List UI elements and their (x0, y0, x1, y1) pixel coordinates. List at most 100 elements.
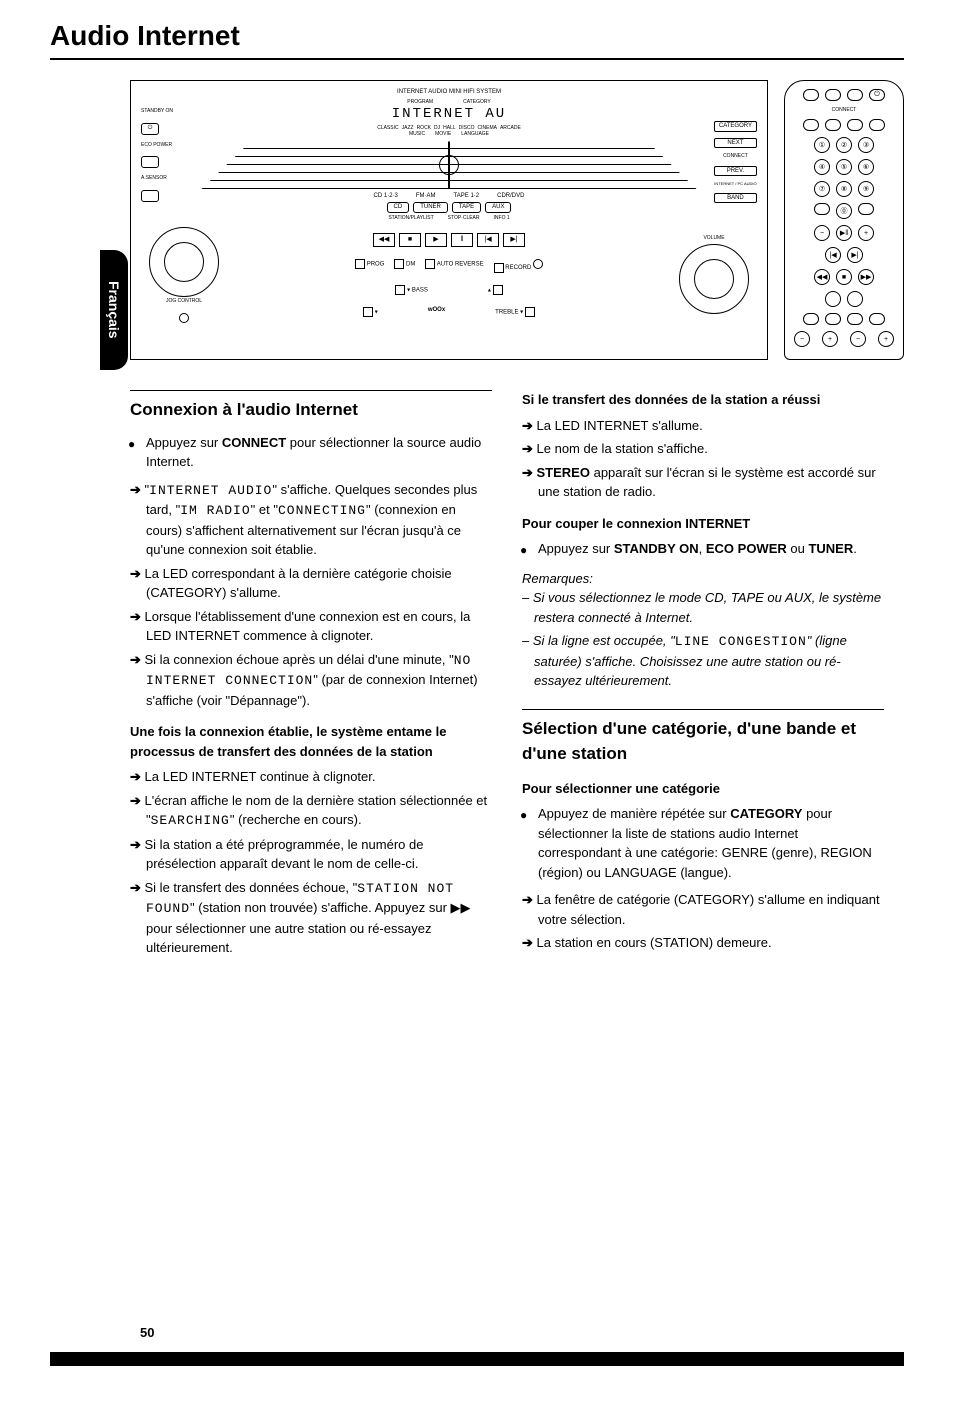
result-stereo: STEREO apparaît sur l'écran si le systèm… (522, 463, 884, 502)
remote-power: ⏻ (869, 89, 885, 101)
pause-button: ‖ (451, 233, 473, 247)
remote-band-plus: + (822, 331, 838, 347)
remote-prog (847, 313, 863, 325)
play-button: ▶ (425, 233, 447, 247)
remote-info (825, 313, 841, 325)
remote-2: ② (836, 137, 852, 153)
step-category: Appuyez de manière répétée sur CATEGORY … (522, 804, 884, 882)
remote-ff: ▶▶ (858, 269, 874, 285)
dm-label: DM (406, 262, 415, 268)
result-no-connection: Si la connexion échoue après un délai d'… (130, 650, 492, 711)
power-button: ⏻ (141, 123, 159, 135)
remote-cd (803, 119, 819, 131)
prev-button: PREV. (714, 166, 757, 177)
next-track-button: ▶| (503, 233, 525, 247)
remarks-title: Remarques: (522, 569, 884, 589)
mode-arcade: ARCADE (500, 126, 521, 132)
subhead-select-category: Pour sélectionner une catégorie (522, 779, 884, 799)
result-not-found: Si le transfert des données échoue, "STA… (130, 878, 492, 958)
category-button: CATEGORY (714, 121, 757, 132)
bottom-bar (50, 1352, 904, 1366)
remote-connect (803, 89, 819, 101)
mid-language: LANGUAGE (461, 132, 489, 138)
treble-label: TREBLE (495, 309, 518, 315)
remote-control: ⏻ CONNECT ① ② ③ ④ ⑤ ⑥ ⑦ ⑧ ⑨ ⓪ (784, 80, 904, 360)
body-columns: Connexion à l'audio Internet Appuyez sur… (50, 390, 904, 962)
result-led-category: La LED correspondant à la dernière catég… (130, 564, 492, 603)
left-column: Connexion à l'audio Internet Appuyez sur… (130, 390, 492, 962)
remote-stop: ■ (836, 269, 852, 285)
record-label: RECORD (505, 265, 531, 271)
result-led-internet: Lorsque l'établissement d'une connexion … (130, 607, 492, 646)
sensor-button (141, 190, 159, 202)
station-playlist-label: STATION/PLAYLIST (388, 216, 433, 222)
volume-knob (679, 244, 749, 314)
remote-4: ④ (814, 159, 830, 175)
right-column: Si le transfert des données de la statio… (522, 390, 884, 962)
result-station-name: Le nom de la station s'affiche. (522, 439, 884, 459)
section-selection: Sélection d'une catégorie, d'une bande e… (522, 709, 884, 767)
prev-track-button: |◀ (477, 233, 499, 247)
lcd-display: INTERNET AU (141, 107, 757, 122)
remote-cat (803, 313, 819, 325)
auto-rev-label: AUTO REVERSE (437, 262, 484, 268)
page-number: 50 (140, 1325, 154, 1340)
remote-5: ⑤ (836, 159, 852, 175)
remote-8: ⑧ (836, 181, 852, 197)
remote-0: ⓪ (836, 203, 852, 219)
remote-next: ▶| (847, 247, 863, 263)
remote-blank1 (825, 89, 841, 101)
subhead-transfer: Une fois la connexion établie, le systèm… (130, 722, 492, 761)
program-label: PROGRAM (407, 100, 433, 106)
step-connect: Appuyez sur CONNECT pour sélectionner la… (130, 433, 492, 472)
src-fmam: FM·AM (416, 193, 436, 200)
volume-label: VOLUME (703, 236, 724, 242)
remote-b2 (847, 291, 863, 307)
remote-9: ⑨ (858, 181, 874, 197)
internet-pc-label: INTERNET / PC AUDIO (714, 182, 757, 186)
remote-1: ① (814, 137, 830, 153)
remote-band-minus: − (794, 331, 810, 347)
remote-minus: − (814, 225, 830, 241)
src-cdrdvd: CDR/DVD (497, 193, 524, 200)
prog-label: PROG (367, 262, 385, 268)
sensor-label: A.SENSOR (141, 176, 173, 182)
result-searching: L'écran affiche le nom de la dernière st… (130, 791, 492, 831)
result-led-blink: La LED INTERNET continue à clignoter. (130, 767, 492, 787)
cd-button: CD (387, 202, 410, 213)
eco-power-label: ECO POWER (141, 143, 173, 149)
remark-2: Si la ligne est occupée, "LINE CONGESTIO… (522, 631, 884, 691)
headphone-jack (179, 313, 189, 323)
aux-button: AUX (485, 202, 511, 213)
rewind-button: ◀◀ (373, 233, 395, 247)
page-title: Audio Internet (50, 20, 904, 60)
eco-button (141, 156, 159, 168)
woox-label: wOOx (428, 307, 445, 317)
mode-classic: CLASSIC (377, 126, 398, 132)
remote-plus: + (858, 225, 874, 241)
info1-label: INFO 1 (494, 216, 510, 222)
remote-6: ⑥ (858, 159, 874, 175)
remote-7: ⑦ (814, 181, 830, 197)
stop-button: ■ (399, 233, 421, 247)
remote-playpause: ▶‖ (836, 225, 852, 241)
mid-music: MUSIC (409, 132, 425, 138)
result-led-on: La LED INTERNET s'allume. (522, 416, 884, 436)
tuner-button: TUNER (413, 202, 448, 213)
result-category-window: La fenêtre de catégorie (CATEGORY) s'all… (522, 890, 884, 929)
remote-3: ③ (858, 137, 874, 153)
bass-label: BASS (412, 287, 428, 293)
result-preset: Si la station a été préprogrammée, le nu… (130, 835, 492, 874)
remote-b1 (825, 291, 841, 307)
jog-knob (149, 227, 219, 297)
result-station-remains: La station en cours (STATION) demeure. (522, 933, 884, 953)
standby-label: STANDBY ON (141, 109, 173, 115)
stop-clear-label: STOP·CLEAR (448, 216, 480, 222)
remote-aux (869, 119, 885, 131)
connect-label: CONNECT (714, 154, 757, 160)
jog-label: JOG CONTROL (166, 299, 202, 305)
band-button: BAND (714, 193, 757, 204)
remote-blank2 (847, 89, 863, 101)
remote-prev: |◀ (825, 247, 841, 263)
remote-connect-label: CONNECT (832, 107, 857, 113)
